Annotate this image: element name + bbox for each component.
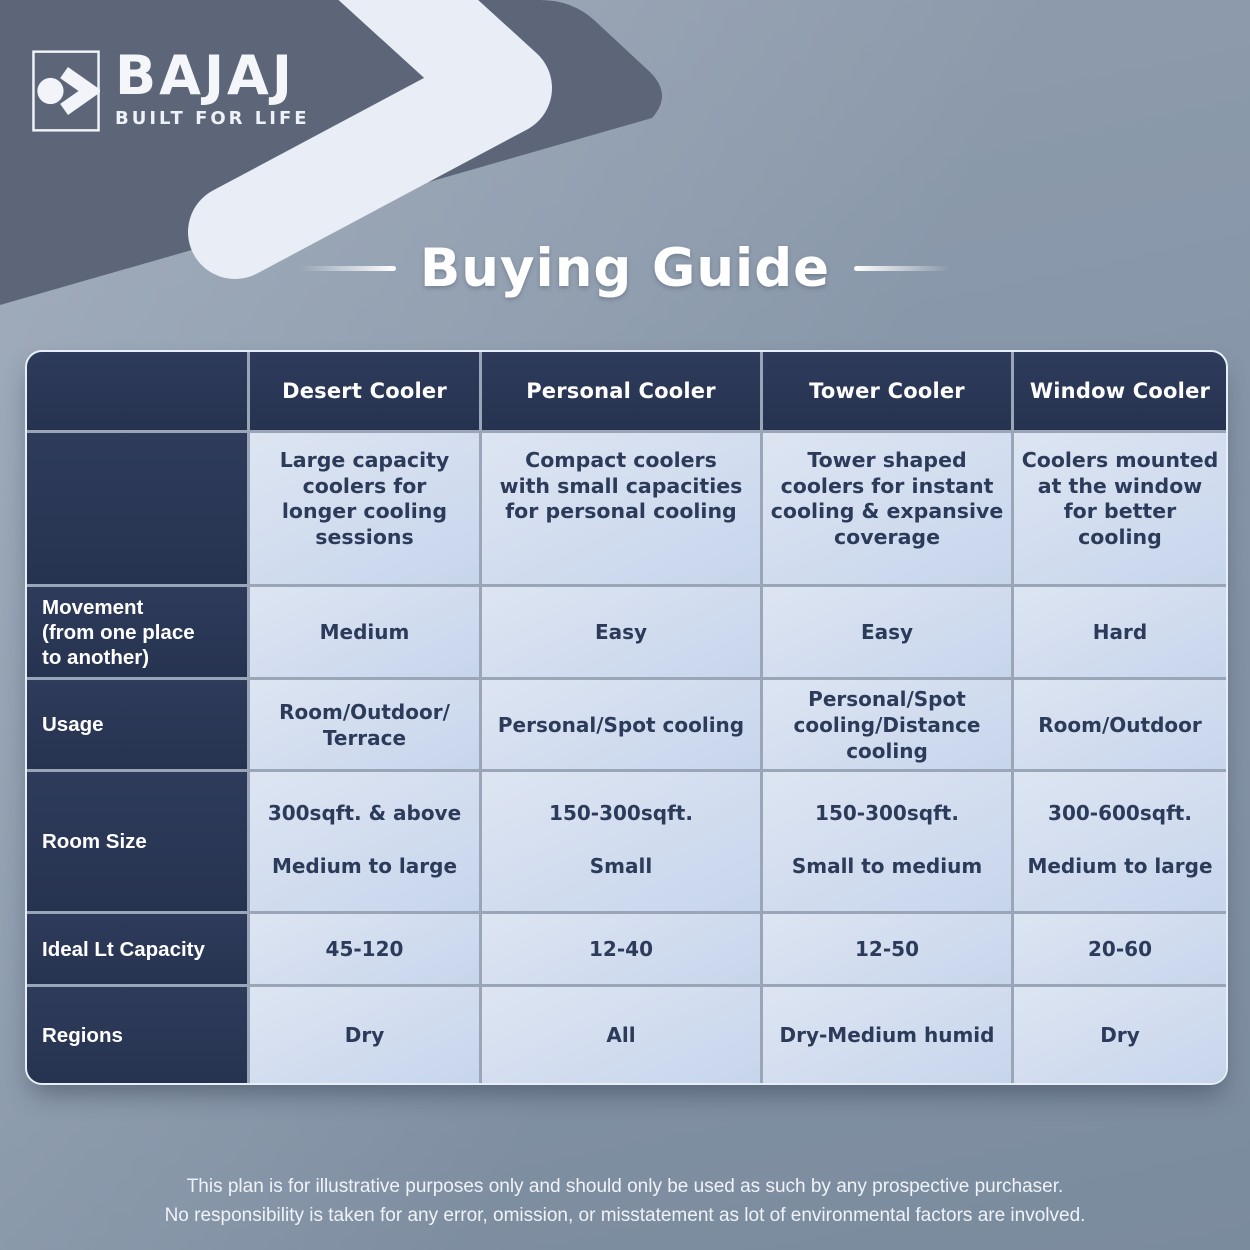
room-size-sqft: 150-300sqft. xyxy=(815,801,959,825)
cell-movement-desert: Medium xyxy=(250,587,479,677)
col-header-desert-cooler: Desert Cooler xyxy=(250,352,479,430)
row-label-room-size: Room Size xyxy=(27,772,247,911)
cell-regions-window: Dry xyxy=(1014,987,1226,1083)
cell-capacity-personal: 12-40 xyxy=(482,914,760,984)
title-dash-right xyxy=(854,266,951,271)
row-label-regions: Regions xyxy=(27,987,247,1083)
cell-capacity-desert: 45-120 xyxy=(250,914,479,984)
cell-room-size-desert: 300sqft. & above Medium to large xyxy=(250,772,479,911)
cell-usage-tower: Personal/Spot cooling/Distance cooling xyxy=(763,680,1011,769)
cell-usage-window: Room/Outdoor xyxy=(1014,680,1226,769)
bajaj-logo-icon xyxy=(32,50,100,132)
brand-logo: BAJAJ BUILT FOR LIFE xyxy=(32,44,310,132)
cell-usage-desert: Room/Outdoor/ Terrace xyxy=(250,680,479,769)
cell-room-size-window: 300-600sqft. Medium to large xyxy=(1014,772,1226,911)
cell-movement-window: Hard xyxy=(1014,587,1226,677)
brand-name: BAJAJ xyxy=(115,44,295,107)
row-label-description xyxy=(27,433,247,584)
row-label-movement: Movement (from one place to another) xyxy=(27,587,247,677)
room-size-sqft: 300-600sqft. xyxy=(1048,801,1192,825)
disclaimer-line-2: No responsibility is taken for any error… xyxy=(164,1205,1086,1227)
cell-capacity-tower: 12-50 xyxy=(763,914,1011,984)
room-size-category: Small to medium xyxy=(791,854,983,878)
room-size-sqft: 150-300sqft. xyxy=(549,801,693,825)
cell-usage-personal: Personal/Spot cooling xyxy=(482,680,760,769)
col-header-window-cooler: Window Cooler xyxy=(1014,352,1226,430)
brand-tagline: BUILT FOR LIFE xyxy=(115,108,310,130)
cell-movement-personal: Easy xyxy=(482,587,760,677)
cell-movement-tower: Easy xyxy=(763,587,1011,677)
room-size-sqft: 300sqft. & above xyxy=(267,801,462,825)
cell-room-size-tower: 150-300sqft. Small to medium xyxy=(763,772,1011,911)
cell-description-window: Coolers mounted at the window for better… xyxy=(1014,433,1226,584)
col-header-tower-cooler: Tower Cooler xyxy=(763,352,1011,430)
col-header-personal-cooler: Personal Cooler xyxy=(482,352,760,430)
header-empty-cell xyxy=(27,352,247,430)
room-size-category: Medium to large xyxy=(271,854,458,878)
room-size-category: Small xyxy=(589,854,653,878)
row-label-usage: Usage xyxy=(27,680,247,769)
disclaimer-line-1: This plan is for illustrative purposes o… xyxy=(186,1176,1064,1197)
row-label-ideal-lt-capacity: Ideal Lt Capacity xyxy=(27,914,247,984)
brand-wordmark: BAJAJ BUILT FOR LIFE xyxy=(115,44,310,130)
page-title: Buying Guide xyxy=(419,238,831,299)
room-size-category: Medium to large xyxy=(1027,854,1213,878)
cell-description-desert: Large capacity coolers for longer coolin… xyxy=(250,433,479,584)
page-title-row: Buying Guide xyxy=(0,238,1250,299)
cell-regions-tower: Dry-Medium humid xyxy=(763,987,1011,1083)
cooler-comparison-table: Desert Cooler Personal Cooler Tower Cool… xyxy=(25,350,1228,1085)
cell-regions-desert: Dry xyxy=(250,987,479,1083)
title-dash-left xyxy=(299,266,396,271)
cell-description-tower: Tower shaped coolers for instant cooling… xyxy=(763,433,1011,584)
cell-capacity-window: 20-60 xyxy=(1014,914,1226,984)
disclaimer: This plan is for illustrative purposes o… xyxy=(0,1172,1250,1231)
cell-description-personal: Compact coolers with small capacities fo… xyxy=(482,433,760,584)
cell-room-size-personal: 150-300sqft. Small xyxy=(482,772,760,911)
cell-regions-personal: All xyxy=(482,987,760,1083)
